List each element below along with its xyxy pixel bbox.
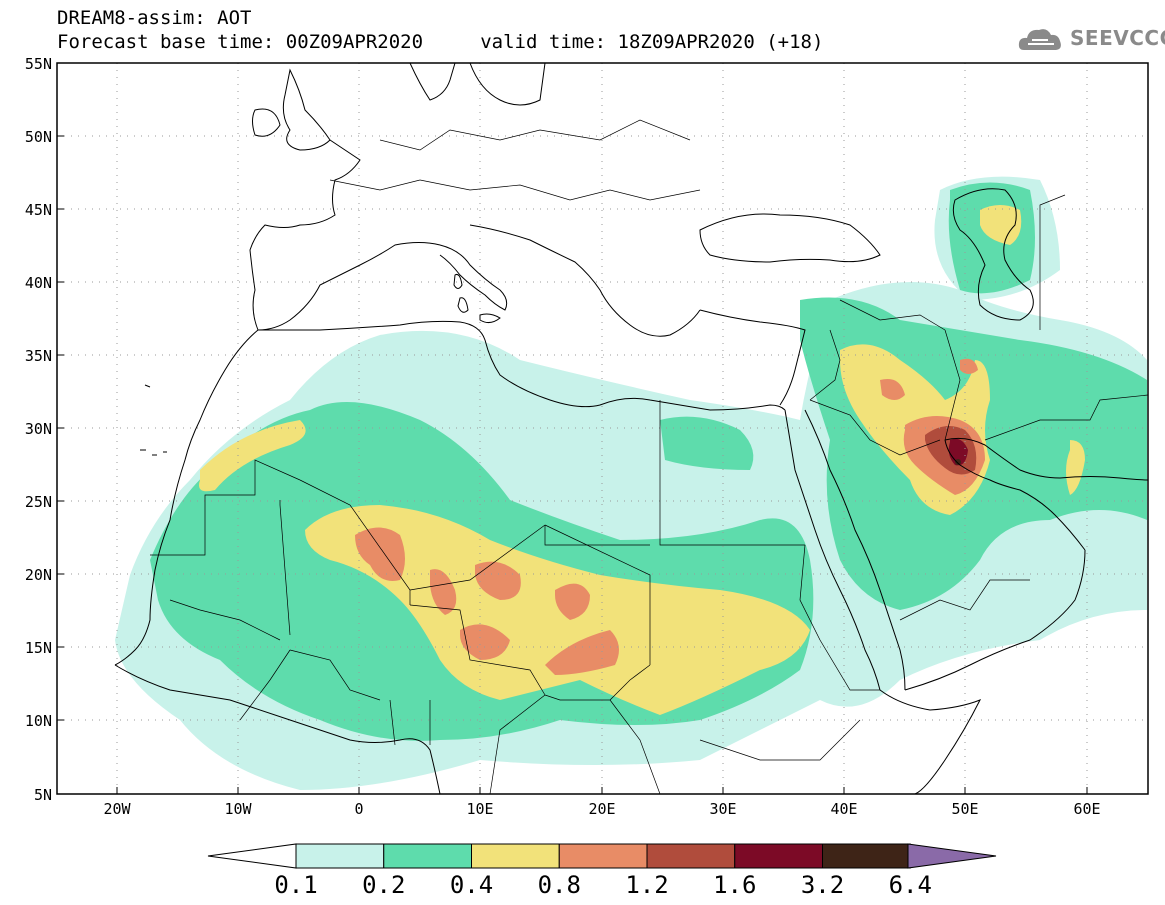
lat-label: 25N xyxy=(25,493,52,511)
colorbar-cells xyxy=(295,843,911,869)
lon-label: 10E xyxy=(466,800,493,818)
lat-label: 15N xyxy=(25,639,52,657)
lat-label: 55N xyxy=(25,55,52,73)
colorbar-label: 0.4 xyxy=(450,871,493,899)
lon-label: 10W xyxy=(224,800,252,818)
lat-label: 35N xyxy=(25,347,52,365)
map-title: DREAM8-assim: AOT xyxy=(57,7,252,29)
logo-text: SEEVCCC xyxy=(1070,26,1165,50)
colorbar-labels: 0.1 0.2 0.4 0.8 1.2 1.6 3.2 6.4 xyxy=(274,871,932,899)
lat-labels: 55N 50N 45N 40N 35N 30N 25N 20N 15N 10N … xyxy=(25,55,52,804)
colorbar-cell xyxy=(822,843,911,869)
colorbar-cell xyxy=(646,843,736,869)
lat-label: 30N xyxy=(25,420,52,438)
colorbar-label: 6.4 xyxy=(889,871,932,899)
colorbar-under-arrow xyxy=(207,843,297,869)
lon-label: 50E xyxy=(951,800,978,818)
tick-marks xyxy=(57,62,1088,795)
colorbar-cell xyxy=(558,843,648,869)
borders xyxy=(150,119,1148,794)
lon-label: 20E xyxy=(588,800,615,818)
colorbar: 0.1 0.2 0.4 0.8 1.2 1.6 3.2 6.4 xyxy=(207,843,997,899)
colorbar-label: 1.6 xyxy=(713,871,756,899)
lat-label: 45N xyxy=(25,201,52,219)
lat-label: 10N xyxy=(25,712,52,730)
lat-label: 5N xyxy=(34,786,52,804)
colorbar-cell xyxy=(383,843,472,869)
colorbar-cell xyxy=(295,843,385,869)
lon-labels: 20W 10W 0 10E 20E 30E 40E 50E 60E xyxy=(103,800,1100,818)
colorbar-label: 3.2 xyxy=(801,871,844,899)
colorbar-over-arrow xyxy=(907,843,997,869)
forecast-time-line: Forecast base time: 00Z09APR2020 valid t… xyxy=(57,31,824,53)
lat-label: 40N xyxy=(25,274,52,292)
lon-label: 40E xyxy=(830,800,857,818)
colorbar-cell xyxy=(734,843,823,869)
colorbar-label: 0.2 xyxy=(362,871,405,899)
lon-label: 20W xyxy=(103,800,131,818)
lon-label: 0 xyxy=(354,800,363,818)
cloud-logo-icon xyxy=(1018,29,1061,50)
colorbar-label: 0.8 xyxy=(538,871,581,899)
lat-label: 50N xyxy=(25,128,52,146)
gridlines xyxy=(57,63,1148,794)
lon-label: 60E xyxy=(1073,800,1100,818)
lat-label: 20N xyxy=(25,566,52,584)
colorbar-cell xyxy=(471,843,560,869)
lon-label: 30E xyxy=(709,800,736,818)
colorbar-label: 0.1 xyxy=(274,871,317,899)
colorbar-label: 1.2 xyxy=(625,871,668,899)
coastlines xyxy=(114,63,1148,794)
aot-level-3-2 xyxy=(955,459,961,465)
aot-field xyxy=(115,176,1147,790)
